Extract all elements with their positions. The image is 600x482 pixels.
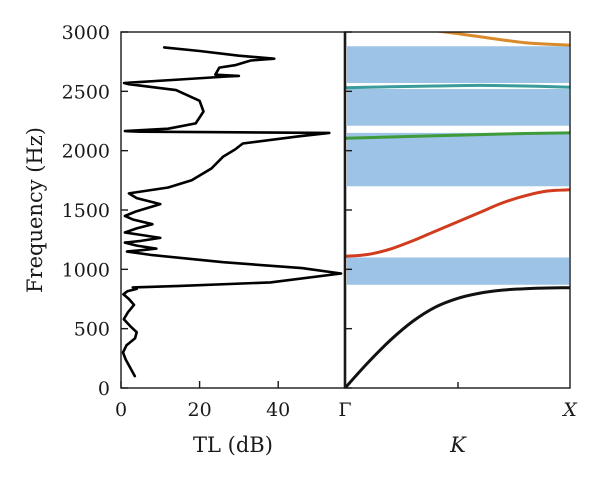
- y-tick-label: 2000: [62, 141, 110, 163]
- y-tick-label: 0: [98, 378, 110, 400]
- dispersion-band-line: [345, 83, 570, 90]
- x-tick-label: 0: [115, 399, 127, 421]
- y-axis-title: Frequency (Hz): [23, 127, 47, 293]
- tl-y-ticks: [121, 31, 128, 389]
- tl-x-ticks: [120, 381, 279, 388]
- x-tick-label: 20: [188, 399, 212, 421]
- dispersion-y-ticks: [345, 31, 352, 389]
- band-gap-region: [347, 257, 569, 285]
- y-tick-label: 3000: [62, 22, 110, 44]
- y-tick-label: 2500: [62, 81, 110, 103]
- dispersion-panel: Γ X K: [338, 31, 578, 457]
- gamma-tick-label: Γ: [338, 399, 351, 421]
- dispersion-band-line: [345, 131, 570, 140]
- dispersion-curves: [345, 32, 570, 388]
- tl-plot-frame: [120, 31, 346, 389]
- dispersion-band-line: [431, 32, 570, 47]
- band-gap-region: [347, 88, 569, 126]
- k-axis-title: K: [449, 433, 467, 457]
- y-tick-label: 1500: [62, 200, 110, 222]
- tl-panel: 0 500 1000 1500 2000 2500 3000 0 20 40 T…: [23, 22, 346, 457]
- x-point-tick-label: X: [561, 399, 578, 421]
- tl-x-tick-labels: 0 20 40: [115, 399, 290, 421]
- x-tick-label: 40: [266, 399, 290, 421]
- dispersion-band-line: [345, 286, 570, 388]
- tl-series-line: [121, 46, 343, 378]
- dispersion-band-line: [345, 188, 570, 258]
- tl-y-tick-labels: 0 500 1000 1500 2000 2500 3000: [62, 22, 110, 400]
- y-tick-label: 1000: [62, 259, 110, 281]
- y-tick-label: 500: [74, 319, 110, 341]
- band-gaps: [347, 46, 569, 285]
- band-gap-region: [347, 46, 569, 84]
- tl-x-axis-title: TL (dB): [193, 433, 273, 457]
- band-gap-region: [347, 132, 569, 187]
